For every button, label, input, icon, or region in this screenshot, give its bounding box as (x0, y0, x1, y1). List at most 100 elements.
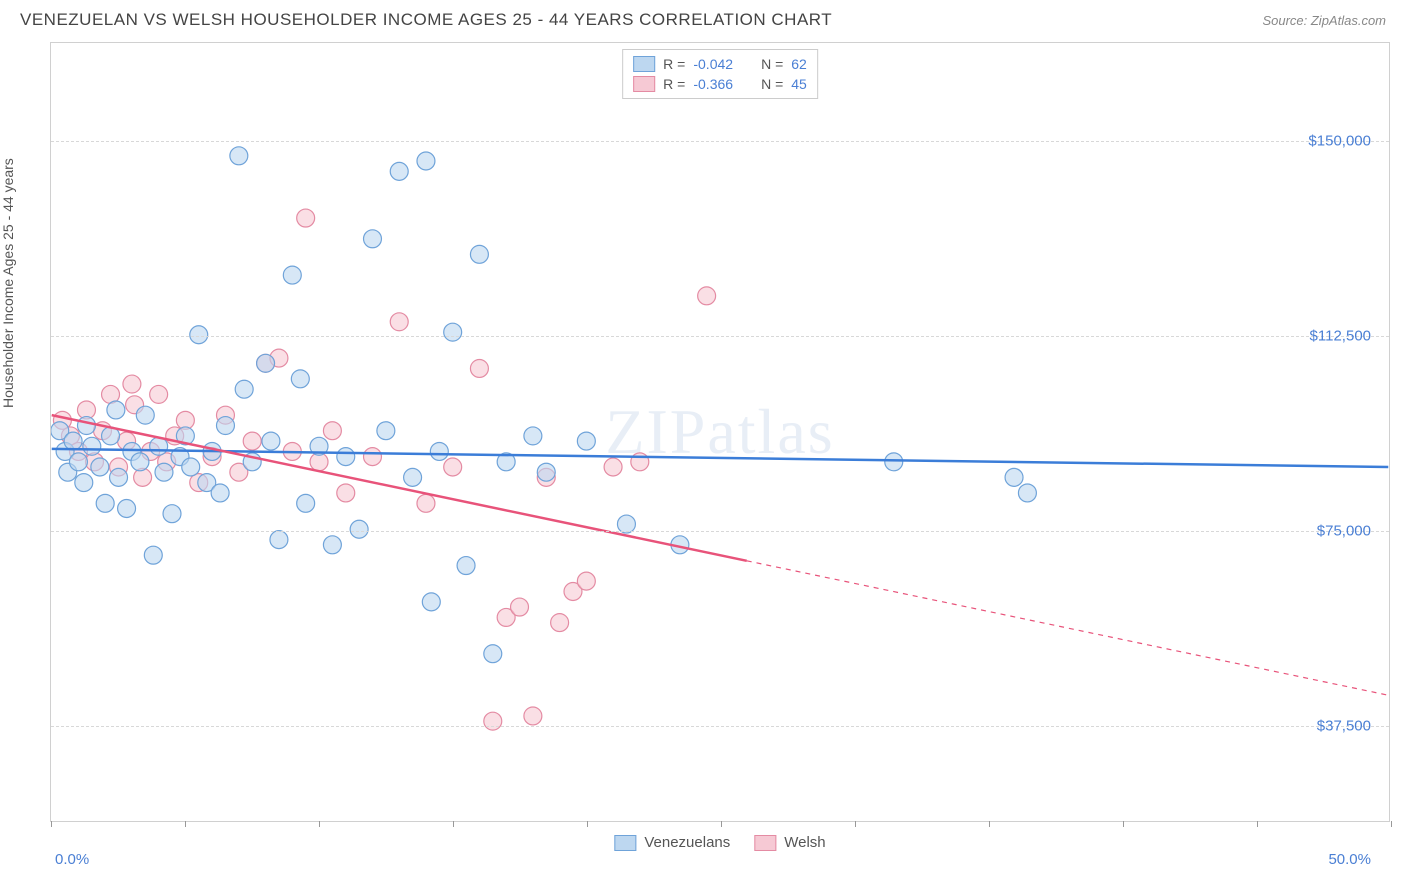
data-point (110, 468, 128, 486)
r-value: -0.366 (693, 76, 733, 92)
gridline (51, 531, 1389, 532)
chart-source: Source: ZipAtlas.com (1262, 13, 1386, 28)
data-point (77, 417, 95, 435)
swatch-welsh (633, 76, 655, 92)
legend-series: Venezuelans Welsh (614, 834, 825, 851)
data-point (484, 712, 502, 730)
data-point (484, 645, 502, 663)
swatch-venezuelans (614, 835, 636, 851)
y-tick-label: $150,000 (1308, 132, 1371, 149)
data-point (118, 500, 136, 518)
x-tick (721, 821, 722, 827)
n-value: 45 (791, 76, 807, 92)
data-point (698, 287, 716, 305)
gridline (51, 726, 1389, 727)
data-point (283, 266, 301, 284)
legend-label: Venezuelans (644, 834, 730, 851)
data-point (885, 453, 903, 471)
data-point (417, 152, 435, 170)
data-point (323, 536, 341, 554)
data-point (577, 432, 595, 450)
data-point (131, 453, 149, 471)
y-tick-label: $112,500 (1310, 327, 1371, 344)
swatch-welsh (754, 835, 776, 851)
data-point (444, 458, 462, 476)
data-point (364, 230, 382, 248)
x-tick (319, 821, 320, 827)
data-point (323, 422, 341, 440)
data-point (511, 598, 529, 616)
legend-item-welsh: Welsh (754, 834, 825, 851)
n-label: N = (761, 76, 783, 92)
x-tick (51, 821, 52, 827)
scatter-svg (51, 43, 1389, 821)
data-point (270, 531, 288, 549)
data-point (1018, 484, 1036, 502)
r-label: R = (663, 56, 685, 72)
data-point (150, 385, 168, 403)
x-tick (1257, 821, 1258, 827)
data-point (337, 484, 355, 502)
data-point (144, 546, 162, 564)
legend-correlation: R = -0.042 N = 62 R = -0.366 N = 45 (622, 49, 818, 99)
data-point (551, 614, 569, 632)
data-point (404, 468, 422, 486)
data-point (524, 707, 542, 725)
gridline (51, 141, 1389, 142)
data-point (524, 427, 542, 445)
chart-header: VENEZUELAN VS WELSH HOUSEHOLDER INCOME A… (0, 0, 1406, 38)
data-point (604, 458, 622, 476)
data-point (216, 417, 234, 435)
data-point (262, 432, 280, 450)
data-point (291, 370, 309, 388)
x-tick (453, 821, 454, 827)
data-point (577, 572, 595, 590)
data-point (390, 162, 408, 180)
trend-line (52, 415, 747, 561)
data-point (83, 437, 101, 455)
x-tick (1391, 821, 1392, 827)
data-point (182, 458, 200, 476)
r-value: -0.042 (693, 56, 733, 72)
data-point (136, 406, 154, 424)
x-tick (855, 821, 856, 827)
legend-label: Welsh (784, 834, 825, 851)
chart-plot-area: ZIPatlas R = -0.042 N = 62 R = -0.366 N … (50, 42, 1390, 822)
legend-row-venezuelans: R = -0.042 N = 62 (633, 54, 807, 74)
chart-title: VENEZUELAN VS WELSH HOUSEHOLDER INCOME A… (20, 10, 832, 30)
data-point (457, 557, 475, 575)
data-point (377, 422, 395, 440)
gridline (51, 336, 1389, 337)
data-point (537, 463, 555, 481)
data-point (75, 474, 93, 492)
x-tick (185, 821, 186, 827)
data-point (243, 432, 261, 450)
data-point (211, 484, 229, 502)
x-max-label: 50.0% (1328, 851, 1371, 868)
data-point (230, 147, 248, 165)
data-point (364, 448, 382, 466)
legend-row-welsh: R = -0.366 N = 45 (633, 74, 807, 94)
legend-item-venezuelans: Venezuelans (614, 834, 730, 851)
y-axis-label: Householder Income Ages 25 - 44 years (0, 158, 16, 408)
trend-line-extrapolated (747, 561, 1389, 695)
data-point (155, 463, 173, 481)
data-point (297, 209, 315, 227)
r-label: R = (663, 76, 685, 92)
y-tick-label: $37,500 (1317, 717, 1371, 734)
data-point (422, 593, 440, 611)
data-point (430, 442, 448, 460)
data-point (350, 520, 368, 538)
x-min-label: 0.0% (55, 851, 89, 868)
data-point (96, 494, 114, 512)
data-point (91, 458, 109, 476)
swatch-venezuelans (633, 56, 655, 72)
x-tick (1123, 821, 1124, 827)
data-point (470, 359, 488, 377)
data-point (69, 453, 87, 471)
y-tick-label: $75,000 (1317, 522, 1371, 539)
data-point (470, 245, 488, 263)
data-point (134, 468, 152, 486)
n-label: N = (761, 56, 783, 72)
x-tick (587, 821, 588, 827)
